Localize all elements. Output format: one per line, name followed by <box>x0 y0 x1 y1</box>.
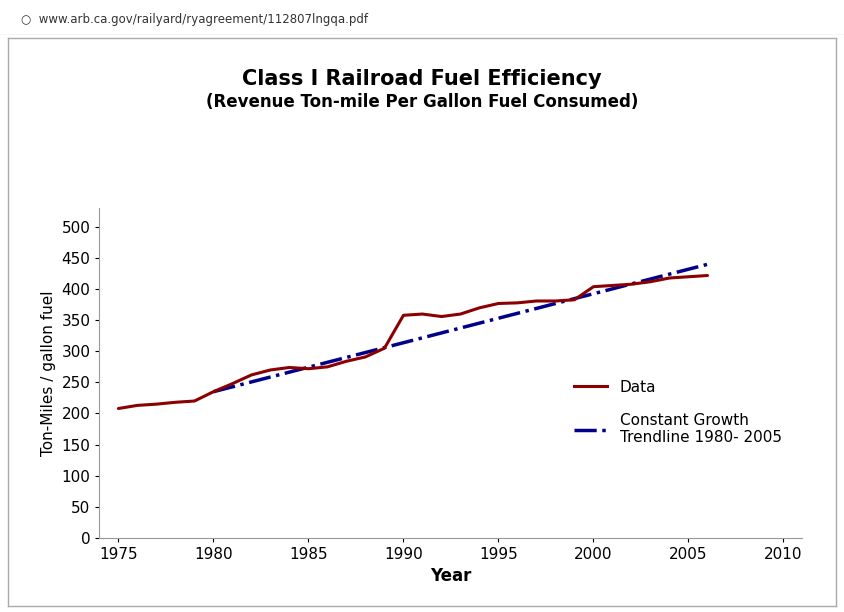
Text: (Revenue Ton-mile Per Gallon Fuel Consumed): (Revenue Ton-mile Per Gallon Fuel Consum… <box>206 92 638 111</box>
Text: ○  www.arb.ca.gov/railyard/ryagreement/112807lngqa.pdf: ○ www.arb.ca.gov/railyard/ryagreement/11… <box>21 13 368 26</box>
Legend: Data, Constant Growth
Trendline 1980- 2005: Data, Constant Growth Trendline 1980- 20… <box>568 373 787 452</box>
Y-axis label: Ton-Miles / gallon fuel: Ton-Miles / gallon fuel <box>41 290 56 456</box>
X-axis label: Year: Year <box>430 567 472 585</box>
Text: Class I Railroad Fuel Efficiency: Class I Railroad Fuel Efficiency <box>242 69 602 89</box>
